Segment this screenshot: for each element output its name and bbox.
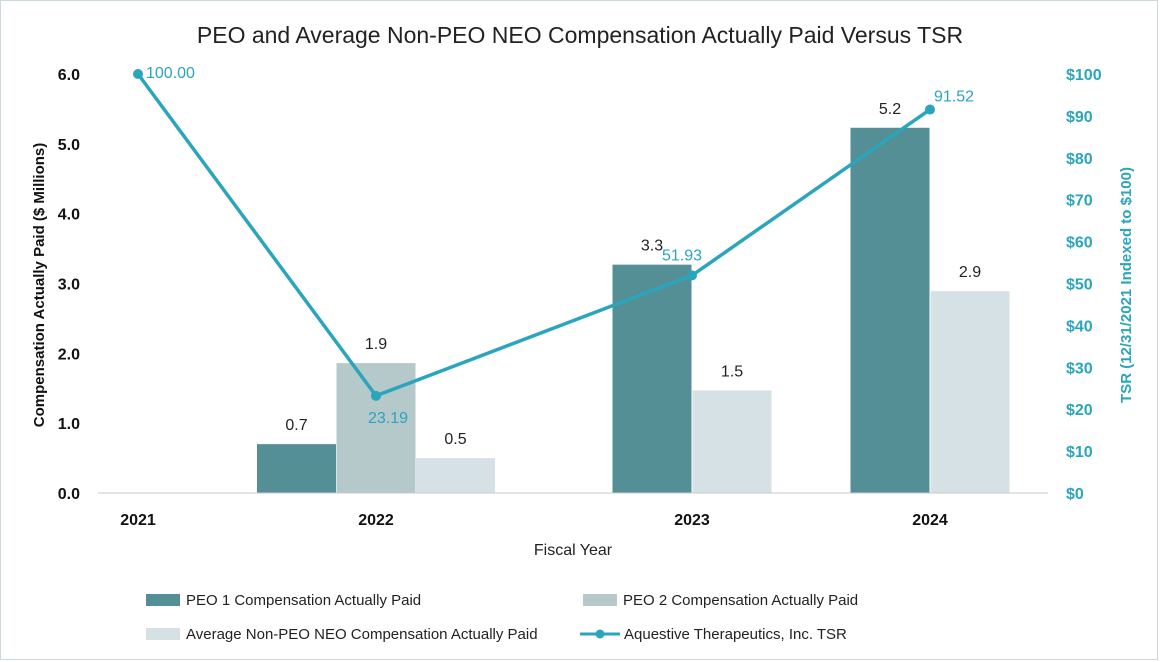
left-axis: 0.0 1.0 2.0 3.0 4.0 5.0 6.0 (58, 67, 80, 503)
tsr-series-line (138, 74, 930, 396)
y-tick-label: 2.0 (58, 346, 80, 363)
tsr-data-label: 100.00 (146, 65, 195, 82)
chart-title: PEO and Average Non-PEO NEO Compensation… (197, 22, 963, 48)
bar-data-label: 1.5 (721, 363, 743, 380)
y-tick-label: 1.0 (58, 416, 80, 433)
bar-data-label: 3.3 (641, 238, 663, 255)
y-axis-label: Compensation Actually Paid ($ Millions) (31, 143, 48, 427)
legend-label-tsr: Aquestive Therapeutics, Inc. TSR (624, 626, 847, 643)
x-tick-label: 2021 (120, 512, 156, 529)
tsr-line-group: 100.00 23.19 51.93 91.52 (133, 65, 974, 427)
y2-tick-label: $80 (1066, 151, 1093, 168)
bar-data-label: 2.9 (959, 264, 981, 281)
y2-tick-label: $40 (1066, 318, 1093, 335)
bar-2-2023 (693, 390, 772, 493)
bar-0-2024 (851, 128, 930, 493)
legend-label-peo2: PEO 2 Compensation Actually Paid (623, 592, 858, 609)
y2-tick-label: $60 (1066, 235, 1093, 252)
bar-1-2022 (337, 363, 416, 493)
x-tick-label: 2024 (912, 512, 948, 529)
y2-axis-label: TSR (12/31/2021 Indexed to $100) (1118, 167, 1135, 403)
bar-data-label: 1.9 (365, 336, 387, 353)
tsr-data-label: 23.19 (368, 410, 408, 427)
tsr-point (687, 270, 697, 280)
bar-2-2022 (416, 458, 495, 493)
x-tick-label: 2023 (674, 512, 710, 529)
y-tick-label: 6.0 (58, 67, 80, 84)
tsr-point (925, 105, 935, 115)
y2-tick-label: $100 (1066, 67, 1102, 84)
bar-data-label: 0.5 (444, 431, 466, 448)
y-tick-label: 0.0 (58, 486, 80, 503)
y2-tick-label: $70 (1066, 193, 1093, 210)
legend-swatch-peo2 (583, 594, 617, 606)
legend-swatch-neo (146, 628, 180, 640)
bar-data-label: 0.7 (285, 417, 307, 434)
legend-label-neo: Average Non-PEO NEO Compensation Actuall… (186, 626, 538, 643)
x-tick-label: 2022 (358, 512, 394, 529)
bars-group (257, 128, 1010, 493)
y2-tick-label: $0 (1066, 486, 1084, 503)
y2-tick-label: $10 (1066, 444, 1093, 461)
legend-swatch-peo1 (146, 594, 180, 606)
tsr-point (133, 69, 143, 79)
bar-data-label: 5.2 (879, 101, 901, 118)
y2-tick-label: $20 (1066, 402, 1093, 419)
tsr-point (371, 391, 381, 401)
legend-label-peo1: PEO 1 Compensation Actually Paid (186, 592, 421, 609)
right-axis: $0 $10 $20 $30 $40 $50 $60 $70 $80 $90 $100 (1066, 67, 1102, 503)
legend: PEO 1 Compensation Actually Paid PEO 2 C… (146, 592, 858, 643)
legend-swatch-tsr-marker (596, 630, 605, 639)
y2-tick-label: $50 (1066, 277, 1093, 294)
bar-2-2024 (931, 291, 1010, 493)
y-tick-label: 3.0 (58, 277, 80, 294)
bar-0-2023 (613, 265, 692, 493)
tsr-data-label: 51.93 (662, 247, 702, 264)
tsr-data-label: 91.52 (934, 89, 974, 106)
chart: PEO and Average Non-PEO NEO Compensation… (0, 0, 1160, 662)
bar-0-2022 (257, 444, 336, 493)
x-axis: 2021 2022 2023 2024 (120, 512, 948, 529)
y-tick-label: 5.0 (58, 137, 80, 154)
y2-tick-label: $30 (1066, 360, 1093, 377)
x-axis-label: Fiscal Year (534, 542, 613, 559)
y2-tick-label: $90 (1066, 109, 1093, 126)
y-tick-label: 4.0 (58, 207, 80, 224)
